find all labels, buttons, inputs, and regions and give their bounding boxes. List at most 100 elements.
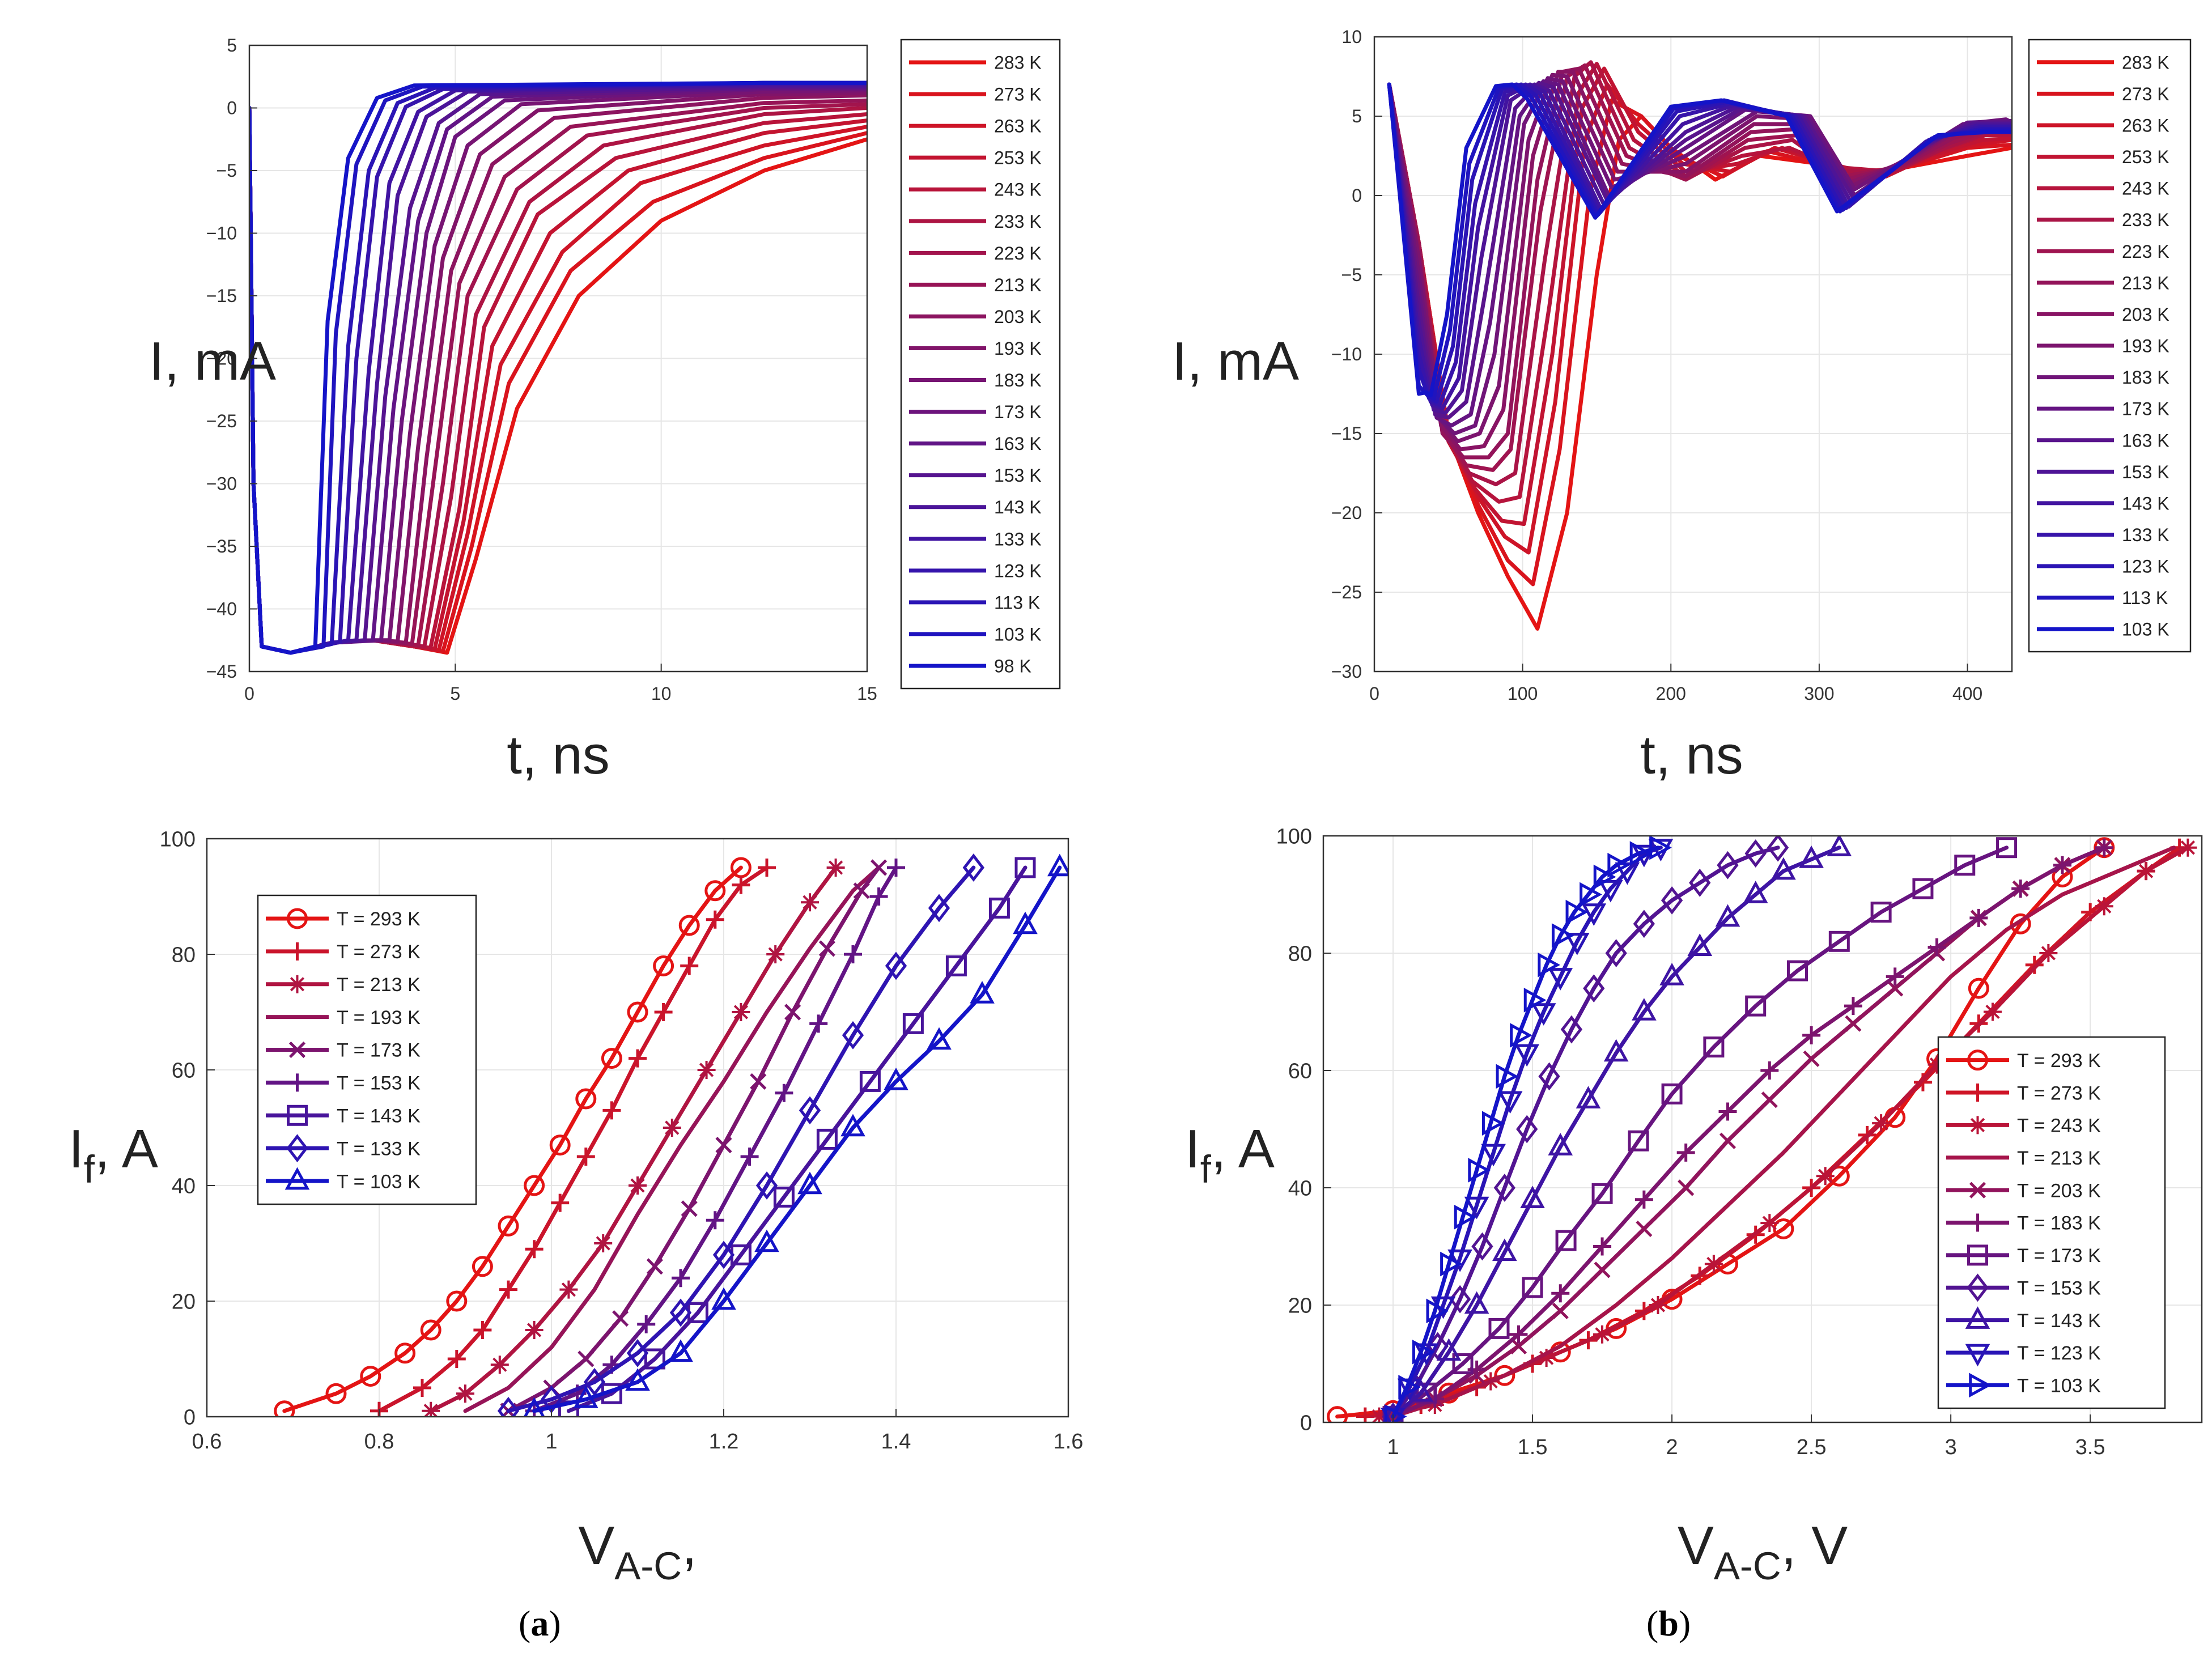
series-marker bbox=[1913, 1073, 1932, 1091]
legend-marker bbox=[1969, 1373, 1992, 1398]
series-marker bbox=[706, 910, 724, 929]
legend: 283 K 273 K 263 K 253 K 243 K 233 K 223 K 213 K… bbox=[2028, 39, 2192, 653]
series-marker bbox=[523, 1397, 545, 1417]
y-axis-label: If, A bbox=[1185, 1119, 1275, 1191]
legend-label: 173 K bbox=[994, 402, 1042, 422]
legend-label: T = 173 K bbox=[2017, 1245, 2101, 1267]
legend-marker bbox=[1968, 1213, 1987, 1232]
series-marker bbox=[2137, 862, 2155, 881]
legend-label: T = 123 K bbox=[2017, 1342, 2101, 1364]
series-marker bbox=[754, 1229, 779, 1252]
series-marker bbox=[1551, 1284, 1570, 1303]
series-group bbox=[1387, 60, 2012, 631]
legend-label: 133 K bbox=[994, 529, 1042, 549]
legend-label: T = 143 K bbox=[337, 1106, 421, 1127]
series-marker bbox=[1715, 904, 1740, 927]
chart-a-bottom: 0.6 0.8 1 1.2 1.4 1.6 0 20 40 60 80 100 VA-C, If, A T … bbox=[69, 827, 1083, 1588]
series-marker bbox=[2010, 913, 2031, 934]
series-marker bbox=[575, 1088, 597, 1110]
series-marker bbox=[1743, 881, 1768, 903]
x-tick-label: 1 bbox=[1387, 1435, 1399, 1459]
series-marker bbox=[887, 859, 905, 877]
series-marker bbox=[1678, 1179, 1695, 1196]
series-marker bbox=[2053, 856, 2071, 874]
series-line-T-173-K bbox=[1391, 846, 2009, 1419]
legend-label: 243 K bbox=[2122, 179, 2169, 199]
series-marker bbox=[472, 1256, 493, 1277]
series-marker bbox=[1522, 1277, 1543, 1298]
series-marker bbox=[1870, 902, 1892, 923]
series-marker bbox=[1598, 880, 1623, 903]
legend-label: 233 K bbox=[2122, 210, 2169, 230]
series-marker bbox=[637, 1315, 656, 1333]
y-tick-label: −45 bbox=[206, 661, 237, 682]
series-marker bbox=[1593, 1237, 1612, 1256]
x-tick-label: 200 bbox=[1656, 683, 1686, 704]
series-marker bbox=[1496, 1064, 1519, 1089]
series-marker bbox=[797, 1171, 822, 1195]
series-marker bbox=[970, 981, 995, 1004]
series-marker bbox=[1520, 1186, 1545, 1208]
legend-label: T = 203 K bbox=[2017, 1180, 2101, 1201]
series-marker bbox=[1593, 864, 1616, 890]
legend-label: 183 K bbox=[2122, 367, 2169, 388]
series-marker bbox=[1594, 1261, 1611, 1278]
series-marker bbox=[1845, 1015, 1862, 1032]
series-marker bbox=[758, 859, 776, 877]
series-marker bbox=[1717, 851, 1739, 880]
series-marker bbox=[1510, 1023, 1532, 1048]
legend-label: 113 K bbox=[994, 592, 1040, 613]
legend: 283 K 273 K 263 K 253 K 243 K 233 K 223 K 213 K… bbox=[900, 39, 1061, 690]
series-line-T-103-K bbox=[532, 865, 1062, 1413]
series-marker bbox=[490, 1356, 509, 1374]
series-marker bbox=[988, 897, 1010, 919]
legend-marker bbox=[1965, 1344, 1990, 1367]
x-axis-label: VA-C, bbox=[578, 1515, 697, 1588]
y-axis-label: I, mA bbox=[149, 331, 276, 392]
legend-label: T = 213 K bbox=[337, 974, 421, 996]
legend-label: 163 K bbox=[994, 434, 1042, 454]
series-line-T-143-K bbox=[1391, 846, 1841, 1419]
y-tick-label: −15 bbox=[206, 286, 237, 306]
series-marker bbox=[2179, 838, 2197, 857]
series-marker bbox=[549, 1135, 571, 1156]
series-marker bbox=[750, 1073, 767, 1090]
series-marker bbox=[1583, 974, 1605, 1003]
series-marker bbox=[775, 1084, 793, 1102]
x-tick-label: 15 bbox=[857, 683, 877, 704]
x-tick-label: 1.5 bbox=[1518, 1435, 1548, 1459]
series-marker bbox=[732, 1003, 750, 1021]
panel-label-a: (a) bbox=[519, 1603, 561, 1643]
series-marker bbox=[644, 1348, 665, 1370]
y-tick-label: −25 bbox=[1331, 582, 1362, 602]
series-marker bbox=[1954, 855, 1976, 876]
legend-label: 123 K bbox=[994, 560, 1042, 581]
series-marker bbox=[755, 1171, 778, 1200]
series-marker bbox=[629, 1176, 647, 1195]
series-marker bbox=[1844, 997, 1862, 1016]
y-tick-label: 20 bbox=[172, 1290, 196, 1314]
x-tick-label: 0.6 bbox=[192, 1430, 222, 1454]
series-marker bbox=[551, 1193, 570, 1212]
series-marker bbox=[1471, 1232, 1493, 1261]
series-group bbox=[274, 853, 1068, 1417]
series-marker bbox=[625, 1368, 650, 1391]
series-marker bbox=[1327, 1406, 1348, 1422]
legend-marker bbox=[288, 975, 307, 993]
legend-marker bbox=[1967, 1244, 1988, 1266]
legend-marker bbox=[1967, 1050, 1988, 1071]
series-marker bbox=[871, 859, 888, 876]
series-marker bbox=[706, 1211, 724, 1230]
series-marker bbox=[1593, 1325, 1612, 1344]
legend-label: T = 143 K bbox=[2017, 1310, 2101, 1332]
series-marker bbox=[646, 1258, 663, 1275]
axes-frame bbox=[206, 838, 1069, 1418]
x-tick-label: 3 bbox=[1945, 1435, 1957, 1459]
legend-label: 213 K bbox=[994, 275, 1042, 295]
series-marker bbox=[1555, 1230, 1577, 1251]
y-tick-label: 40 bbox=[1288, 1176, 1312, 1200]
series-marker bbox=[2025, 955, 2044, 974]
series-marker bbox=[601, 1048, 622, 1069]
series-marker bbox=[1370, 1407, 1389, 1422]
x-tick-label: 10 bbox=[651, 683, 672, 704]
